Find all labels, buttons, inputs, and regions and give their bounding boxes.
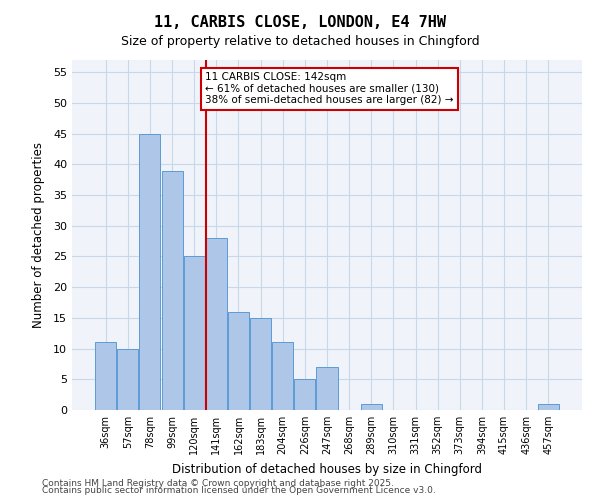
Bar — [184, 256, 205, 410]
Text: 11 CARBIS CLOSE: 142sqm
← 61% of detached houses are smaller (130)
38% of semi-d: 11 CARBIS CLOSE: 142sqm ← 61% of detache… — [205, 72, 454, 106]
Bar — [118, 348, 139, 410]
Text: Contains HM Land Registry data © Crown copyright and database right 2025.: Contains HM Land Registry data © Crown c… — [42, 478, 394, 488]
X-axis label: Distribution of detached houses by size in Chingford: Distribution of detached houses by size … — [172, 462, 482, 475]
Bar — [206, 238, 227, 410]
Bar — [316, 367, 338, 410]
Text: 11, CARBIS CLOSE, LONDON, E4 7HW: 11, CARBIS CLOSE, LONDON, E4 7HW — [154, 15, 446, 30]
Bar — [95, 342, 116, 410]
Bar — [295, 380, 316, 410]
Bar — [139, 134, 160, 410]
Bar — [272, 342, 293, 410]
Bar — [538, 404, 559, 410]
Y-axis label: Number of detached properties: Number of detached properties — [32, 142, 44, 328]
Text: Contains public sector information licensed under the Open Government Licence v3: Contains public sector information licen… — [42, 486, 436, 495]
Text: Size of property relative to detached houses in Chingford: Size of property relative to detached ho… — [121, 35, 479, 48]
Bar — [228, 312, 249, 410]
Bar — [361, 404, 382, 410]
Bar — [250, 318, 271, 410]
Bar — [161, 170, 182, 410]
